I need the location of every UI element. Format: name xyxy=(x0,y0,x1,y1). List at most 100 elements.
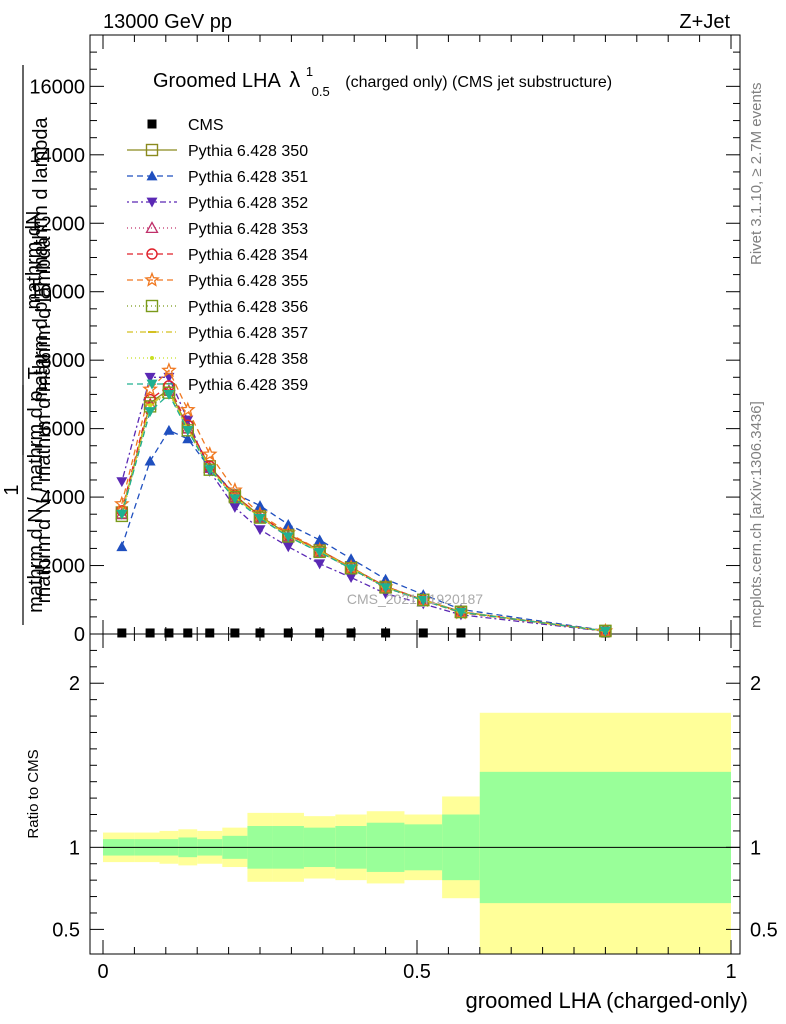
plot-title: Groomed LHA λ 1 0.5 (charged only) (CMS … xyxy=(153,59,612,101)
series-layer xyxy=(113,362,614,638)
legend-marker xyxy=(146,379,158,390)
data-point xyxy=(205,628,215,638)
series-line xyxy=(121,393,606,632)
title-suffix: (charged only) (CMS jet substructure) xyxy=(345,74,612,91)
data-point xyxy=(142,380,159,396)
series-line xyxy=(121,429,606,632)
data-point xyxy=(456,628,466,638)
legend-label: Pythia 6.428 359 xyxy=(188,377,308,394)
data-point xyxy=(315,628,325,638)
x-tick-label: 0.5 xyxy=(403,961,431,983)
ratio-y-tick-label-right: 1 xyxy=(750,837,761,859)
y-tick-label: 10000 xyxy=(29,282,85,304)
legend-marker xyxy=(150,356,154,360)
data-point xyxy=(380,583,392,594)
ratio-y-tick-label: 0.5 xyxy=(52,919,80,941)
data-point xyxy=(116,509,128,520)
legend-marker xyxy=(146,170,158,181)
y-tick-label: 2000 xyxy=(41,556,86,578)
y-tick-label: 14000 xyxy=(29,145,85,167)
data-point xyxy=(163,424,175,435)
y-tick-label: 4000 xyxy=(41,487,86,509)
data-point xyxy=(418,628,428,638)
ratio-y-tick-label-right: 0.5 xyxy=(750,919,778,941)
data-point xyxy=(144,372,156,383)
analysis-watermark: CMS_2021_I1920187 xyxy=(347,591,483,607)
data-point xyxy=(145,628,155,638)
y-tick-label: 6000 xyxy=(41,419,86,441)
x-tick-label: 0 xyxy=(97,961,108,983)
mcplots-label: mcplots.cern.ch [arXiv:1306.3436] xyxy=(748,401,765,628)
legend-marker xyxy=(145,143,159,157)
data-point xyxy=(282,518,294,529)
y-tick-label: 12000 xyxy=(29,213,85,235)
data-point xyxy=(380,573,392,584)
legend-marker xyxy=(145,221,159,234)
y-tick-label: 8000 xyxy=(41,350,86,372)
legend-label: CMS xyxy=(188,117,224,134)
y-axis-label-denominator: mathrm d p_T mathrm d lambda xyxy=(30,116,52,402)
legend-label: Pythia 6.428 353 xyxy=(188,221,308,238)
data-point xyxy=(417,596,429,606)
data-point xyxy=(381,628,391,638)
main-y-ticks: 0 2000 4000 6000 8000 10000 12000 14000 16000 xyxy=(29,34,740,646)
data-point xyxy=(599,626,611,637)
y-tick-label: 16000 xyxy=(29,76,85,98)
legend-label: Pythia 6.428 355 xyxy=(188,273,308,290)
legend-label: Pythia 6.428 350 xyxy=(188,143,308,160)
y-axis-label-numerator: mathrm dN xyxy=(23,211,45,310)
legend-label: Pythia 6.428 351 xyxy=(188,169,308,186)
data-point xyxy=(182,433,194,444)
data-point xyxy=(164,628,174,638)
ratio-y-tick-label: 2 xyxy=(69,673,80,695)
data-point xyxy=(183,628,193,638)
data-point xyxy=(254,513,266,524)
legend-marker xyxy=(145,299,159,313)
ratio-plot-frame xyxy=(89,633,741,955)
data-point xyxy=(201,446,218,462)
data-point xyxy=(230,628,240,638)
title-prefix: Groomed LHA xyxy=(153,70,281,92)
data-point xyxy=(229,502,241,513)
data-point xyxy=(116,541,128,552)
x-ticks: 0 0.5 1 xyxy=(97,35,737,983)
data-point xyxy=(163,390,175,400)
title-subscript: 0.5 xyxy=(312,84,330,99)
data-point xyxy=(113,495,130,511)
legend-label: Pythia 6.428 356 xyxy=(188,299,308,316)
series-pythia-6-428-359 xyxy=(116,390,611,637)
data-point xyxy=(282,542,294,553)
ratio-y-tick-label-right: 2 xyxy=(750,673,761,695)
data-point xyxy=(182,425,194,436)
data-point xyxy=(148,403,153,408)
data-point xyxy=(345,564,357,575)
legend-marker xyxy=(144,271,160,287)
data-point xyxy=(144,455,156,466)
data-point xyxy=(345,573,357,584)
rivet-version-label: Rivet 3.1.10, ≥ 2.7M events xyxy=(748,83,765,266)
title-lambda: λ xyxy=(289,67,300,92)
y-tick-label: 0 xyxy=(74,624,85,646)
data-point xyxy=(346,628,356,638)
legend-label: Pythia 6.428 354 xyxy=(188,247,308,264)
x-axis-label: groomed LHA (charged-only) xyxy=(466,988,748,1013)
data-point xyxy=(204,465,216,476)
data-point xyxy=(255,628,265,638)
data-point xyxy=(161,362,177,378)
data-point xyxy=(455,607,467,618)
legend-label: Pythia 6.428 358 xyxy=(188,351,308,368)
data-point xyxy=(282,532,294,543)
data-point xyxy=(254,525,266,536)
data-point xyxy=(179,401,196,417)
y-axis-label-one: 1 xyxy=(1,484,23,495)
legend-marker xyxy=(147,119,157,129)
x-tick-label: 1 xyxy=(725,961,736,983)
ratio-y-axis-label: Ratio to CMS xyxy=(25,749,42,838)
y-axis-label-dn-dlambda: mathrm d N / mathrm d mathrm d lambda xyxy=(33,236,55,604)
data-point xyxy=(116,477,128,488)
title-superscript: 1 xyxy=(306,64,313,79)
y-axis-label-dn-dpt: mathrm d N / mathrm d p_T xyxy=(25,367,47,613)
data-point xyxy=(144,407,156,418)
data-point xyxy=(117,628,127,638)
data-point xyxy=(229,494,241,505)
